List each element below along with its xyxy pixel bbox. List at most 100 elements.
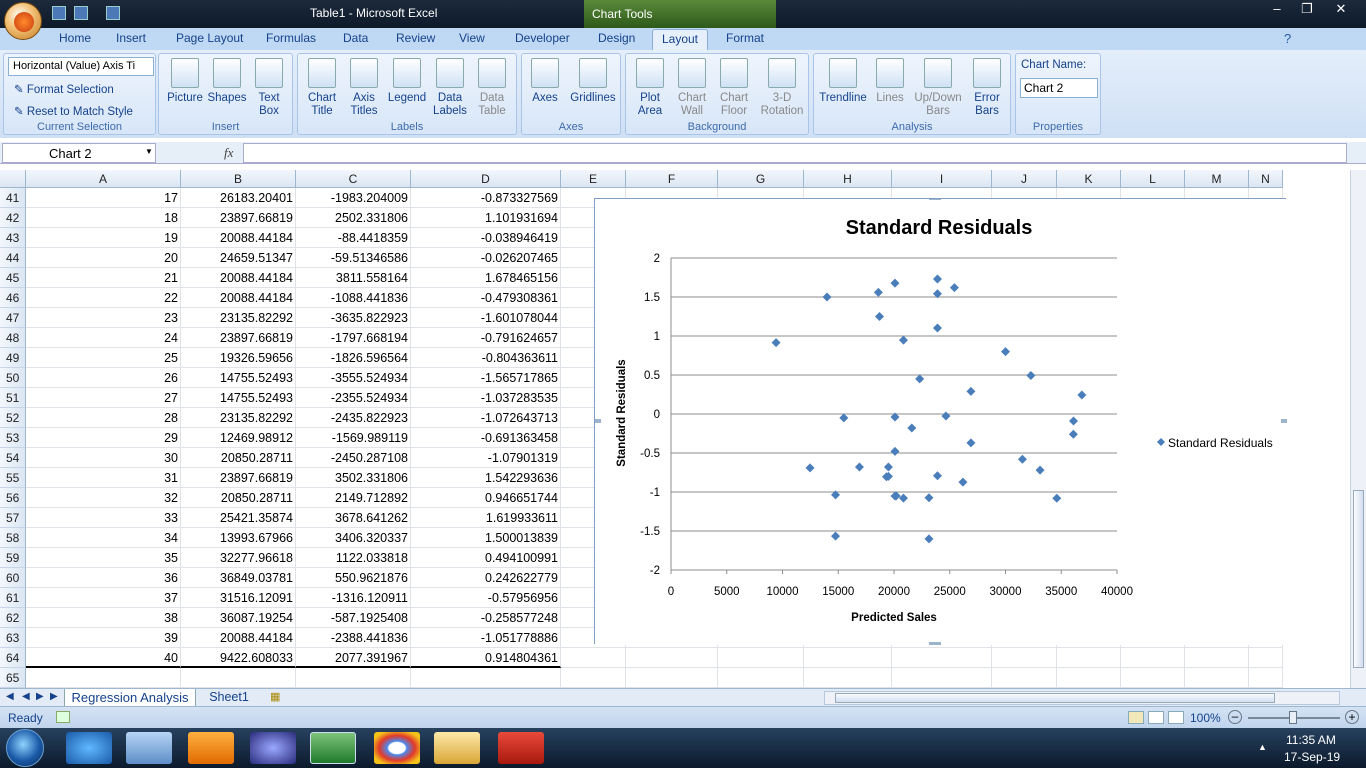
row-header[interactable]: 54 xyxy=(0,448,26,468)
grid-cell[interactable] xyxy=(992,648,1057,668)
grid-cell[interactable]: -1.07901319 xyxy=(411,448,561,468)
row-header[interactable]: 60 xyxy=(0,568,26,588)
grid-cell[interactable]: 20088.44184 xyxy=(181,228,296,248)
excel-icon[interactable] xyxy=(310,732,356,764)
grid-cell[interactable]: 9422.608033 xyxy=(181,648,296,668)
grid-cell[interactable]: 20088.44184 xyxy=(181,628,296,648)
grid-cell[interactable]: 3811.558164 xyxy=(296,268,411,288)
eclipse-icon[interactable] xyxy=(250,732,296,764)
row-header[interactable]: 46 xyxy=(0,288,26,308)
vertical-scroll-thumb[interactable] xyxy=(1353,490,1364,668)
grid-cell[interactable]: 32 xyxy=(26,488,181,508)
grid-cell[interactable]: 14755.52493 xyxy=(181,368,296,388)
grid-cell[interactable]: 36 xyxy=(26,568,181,588)
grid-cell[interactable]: 3406.320337 xyxy=(296,528,411,548)
grid-cell[interactable]: 32277.96618 xyxy=(181,548,296,568)
trendline-button[interactable]: Trendline xyxy=(816,58,870,105)
grid-cell[interactable] xyxy=(1249,668,1283,688)
grid-cell[interactable]: 0.242622779 xyxy=(411,568,561,588)
grid-cell[interactable]: -0.026207465 xyxy=(411,248,561,268)
normal-view-icon[interactable] xyxy=(1128,711,1144,724)
row-header[interactable]: 55 xyxy=(0,468,26,488)
grid-cell[interactable]: -2355.524934 xyxy=(296,388,411,408)
column-header-b[interactable]: B xyxy=(181,170,296,188)
grid-cell[interactable]: 1.500013839 xyxy=(411,528,561,548)
grid-cell[interactable]: -0.691363458 xyxy=(411,428,561,448)
grid-cell[interactable]: 24 xyxy=(26,328,181,348)
tab-developer[interactable]: Developer xyxy=(515,31,570,45)
start-button[interactable] xyxy=(6,729,44,767)
column-header-m[interactable]: M xyxy=(1185,170,1249,188)
tab-insert[interactable]: Insert xyxy=(116,31,147,45)
grid-cell[interactable]: 34 xyxy=(26,528,181,548)
legend-button[interactable]: Legend xyxy=(386,58,428,105)
grid-cell[interactable] xyxy=(992,668,1057,688)
column-header-i[interactable]: I xyxy=(892,170,992,188)
name-box-dropdown-icon[interactable]: ▼ xyxy=(145,147,153,156)
grid-cell[interactable]: 20 xyxy=(26,248,181,268)
row-header[interactable]: 57 xyxy=(0,508,26,528)
grid-cell[interactable]: 36087.19254 xyxy=(181,608,296,628)
row-header[interactable]: 52 xyxy=(0,408,26,428)
grid-cell[interactable]: 1.542293636 xyxy=(411,468,561,488)
last-sheet-icon[interactable]: ▶ xyxy=(50,691,58,702)
column-header-l[interactable]: L xyxy=(1121,170,1185,188)
grid-cell[interactable]: 1.678465156 xyxy=(411,268,561,288)
grid-cell[interactable]: 2502.331806 xyxy=(296,208,411,228)
chart-floor-button[interactable]: Chart Floor xyxy=(714,58,754,118)
grid-cell[interactable] xyxy=(561,668,626,688)
formula-input[interactable] xyxy=(243,143,1347,163)
sheet-tab-regression-analysis[interactable]: Regression Analysis xyxy=(64,689,196,707)
grid-cell[interactable]: 25 xyxy=(26,348,181,368)
vertical-scrollbar[interactable] xyxy=(1350,170,1366,688)
grid-cell[interactable] xyxy=(718,648,804,668)
grid-cell[interactable]: -88.4418359 xyxy=(296,228,411,248)
grid-cell[interactable]: 26 xyxy=(26,368,181,388)
chart-name-input[interactable]: Chart 2 xyxy=(1020,78,1098,98)
row-header[interactable]: 65 xyxy=(0,668,26,688)
grid-cell[interactable]: 26183.20401 xyxy=(181,188,296,208)
data-table-button[interactable]: Data Table xyxy=(472,58,512,118)
grid-cell[interactable]: 23897.66819 xyxy=(181,208,296,228)
zoom-slider-thumb[interactable] xyxy=(1289,711,1297,724)
grid-cell[interactable]: -1569.989119 xyxy=(296,428,411,448)
grid-cell[interactable]: -1.051778886 xyxy=(411,628,561,648)
redo-icon[interactable] xyxy=(106,6,120,20)
grid-cell[interactable]: 36849.03781 xyxy=(181,568,296,588)
grid-cell[interactable]: 3678.641262 xyxy=(296,508,411,528)
tab-design[interactable]: Design xyxy=(598,31,636,45)
insert-sheet-icon[interactable]: ▦ xyxy=(270,691,281,703)
chart-area[interactable]: 2 1.5 1 0.5 0 -0.5 -1 -1.5 -2 0 5000 10000 15000 2000… xyxy=(594,198,1287,645)
grid-cell[interactable]: -3555.524934 xyxy=(296,368,411,388)
picture-button[interactable]: Picture xyxy=(165,58,205,105)
grid-cell[interactable]: 21 xyxy=(26,268,181,288)
row-header[interactable]: 41 xyxy=(0,188,26,208)
grid-cell[interactable]: 12469.98912 xyxy=(181,428,296,448)
grid-cell[interactable]: 27 xyxy=(26,388,181,408)
grid-cell[interactable]: -0.479308361 xyxy=(411,288,561,308)
tab-view[interactable]: View xyxy=(459,31,485,45)
grid-cell[interactable] xyxy=(1057,648,1121,668)
grid-cell[interactable] xyxy=(1121,668,1185,688)
grid-cell[interactable]: -2435.822923 xyxy=(296,408,411,428)
select-all-corner[interactable] xyxy=(0,170,26,188)
grid-cell[interactable]: -1797.668194 xyxy=(296,328,411,348)
grid-cell[interactable]: 33 xyxy=(26,508,181,528)
grid-cell[interactable] xyxy=(626,668,718,688)
grid-cell[interactable]: 23135.82292 xyxy=(181,408,296,428)
grid-cell[interactable]: 25421.35874 xyxy=(181,508,296,528)
grid-cell[interactable] xyxy=(411,668,561,688)
column-header-h[interactable]: H xyxy=(804,170,892,188)
grid-cell[interactable]: 20850.28711 xyxy=(181,488,296,508)
grid-cell[interactable]: -1983.204009 xyxy=(296,188,411,208)
grid-cell[interactable] xyxy=(181,668,296,688)
horizontal-scrollbar[interactable] xyxy=(824,691,1340,705)
grid-cell[interactable]: 0.494100991 xyxy=(411,548,561,568)
row-header[interactable]: 50 xyxy=(0,368,26,388)
grid-cell[interactable]: 29 xyxy=(26,428,181,448)
rotation-button[interactable]: 3-D Rotation xyxy=(758,58,806,118)
sheet-tab-sheet1[interactable]: Sheet1 xyxy=(209,690,249,704)
shapes-button[interactable]: Shapes xyxy=(207,58,247,105)
grid-cell[interactable] xyxy=(804,648,892,668)
grid-cell[interactable]: 18 xyxy=(26,208,181,228)
